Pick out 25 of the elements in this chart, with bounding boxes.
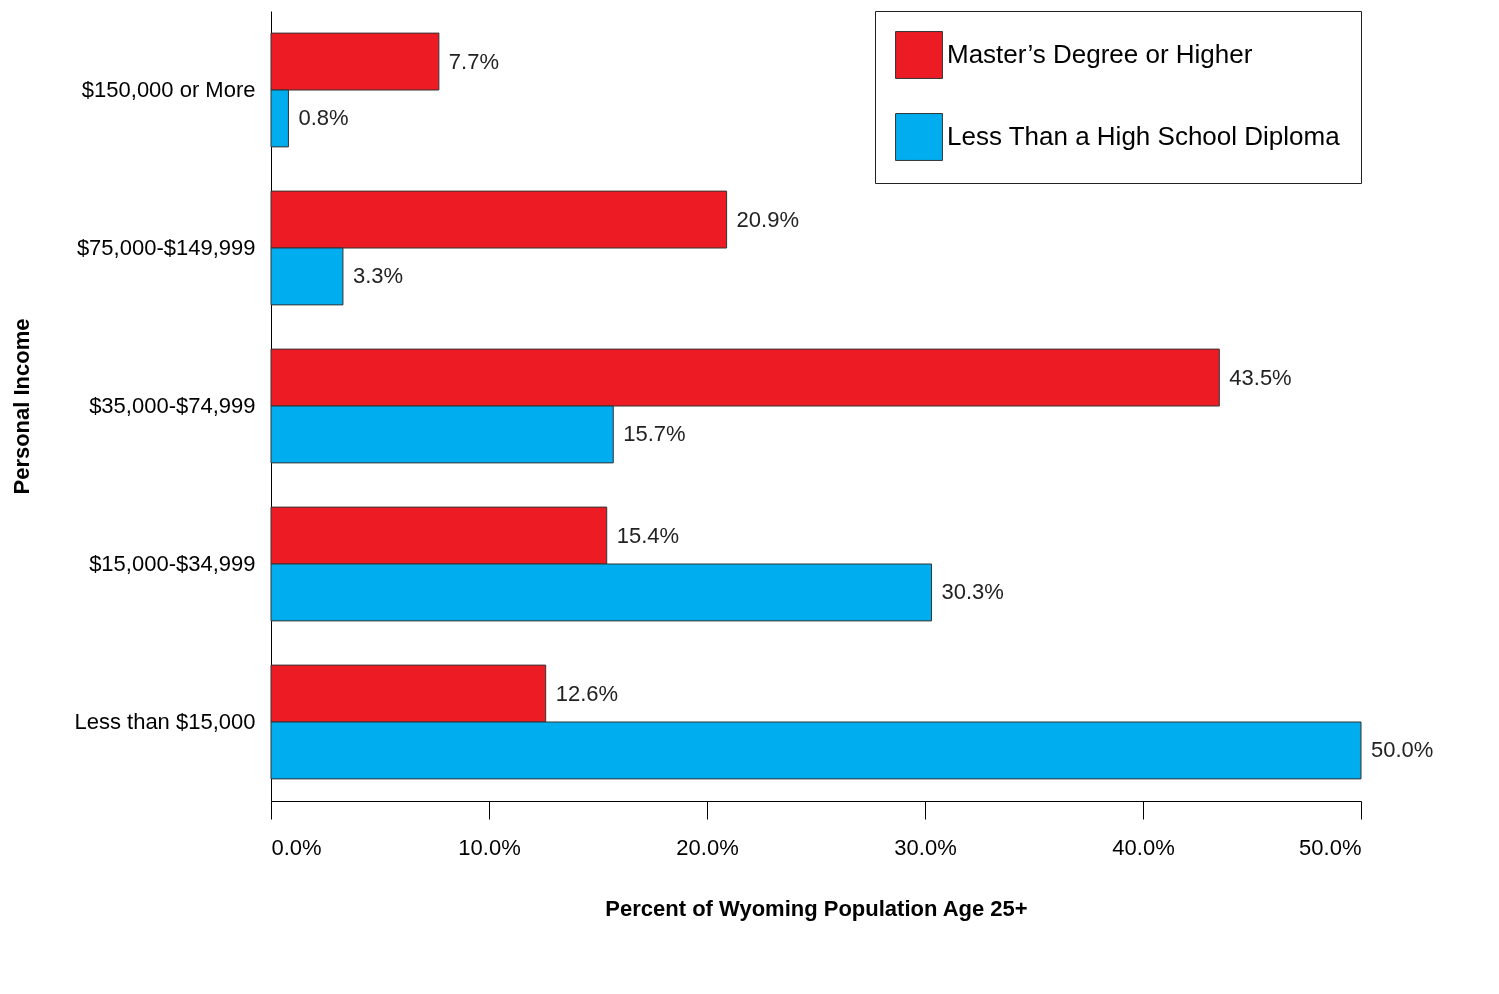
x-axis-title: Percent of Wyoming Population Age 25+: [605, 895, 1028, 921]
data-label: 30.3%: [941, 579, 1004, 605]
y-tick-label: $35,000-$74,999: [89, 393, 256, 418]
data-label: 43.5%: [1229, 364, 1292, 390]
data-label: 15.7%: [623, 421, 686, 447]
legend-label: Less Than a High School Diploma: [947, 121, 1341, 151]
y-tick-label: $75,000-$149,999: [76, 235, 256, 260]
y-tick-label: $150,000 or More: [81, 77, 256, 102]
data-label: 15.4%: [616, 522, 680, 548]
data-label: 20.9%: [736, 206, 800, 232]
x-tick-label: 20.0%: [676, 834, 739, 860]
x-tick-label: 30.0%: [894, 834, 957, 860]
data-label: 3.3%: [352, 263, 404, 289]
x-tick-label: 40.0%: [1112, 834, 1175, 860]
data-label: 7.7%: [448, 48, 500, 74]
x-tick-label: 50.0%: [1299, 834, 1362, 860]
data-label: 12.6%: [555, 680, 619, 706]
x-tick-label: 10.0%: [458, 834, 521, 860]
y-tick-label: Less than $15,000: [74, 709, 256, 734]
legend-label: Master’s Degree or Higher: [947, 39, 1253, 69]
y-axis-title: Personal Income: [9, 318, 35, 495]
data-label: 50.0%: [1371, 737, 1434, 763]
y-tick-label: $15,000-$34,999: [89, 551, 256, 576]
x-tick-label: 0.0%: [271, 834, 322, 860]
data-label: 0.8%: [298, 105, 349, 131]
